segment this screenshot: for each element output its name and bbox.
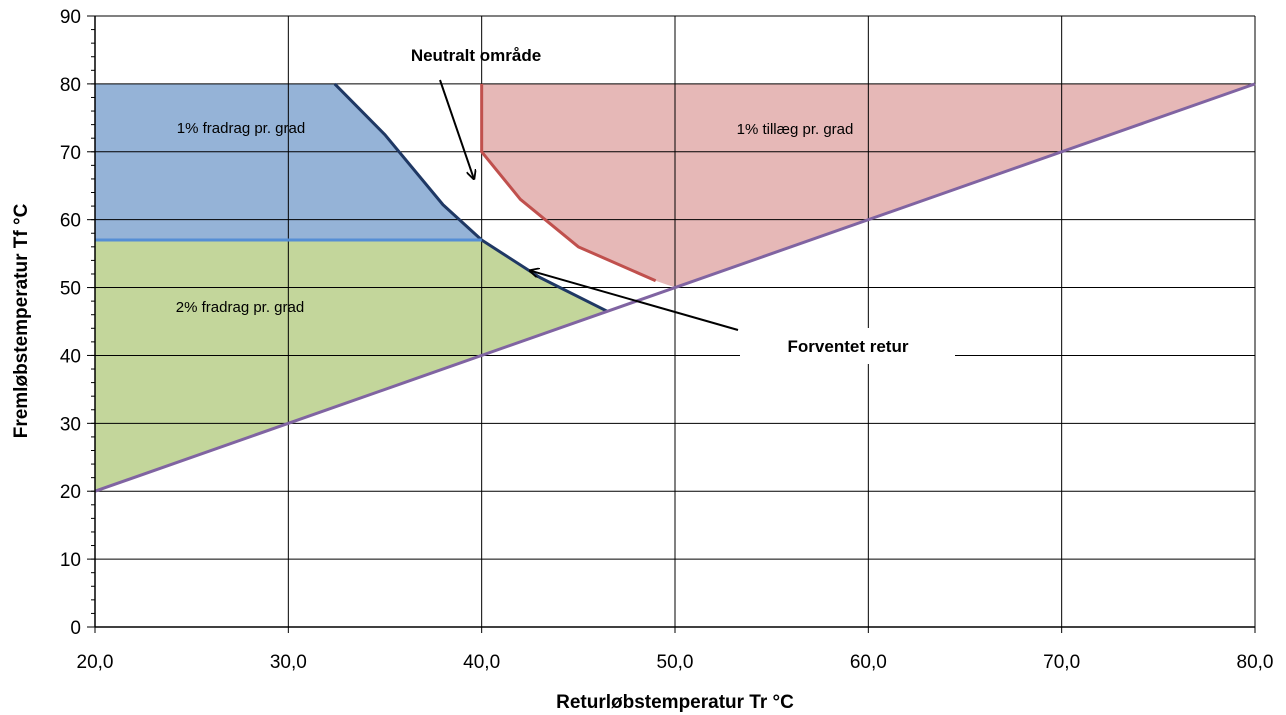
y-tick-label: 70	[60, 143, 81, 164]
x-tick-label: 70,0	[1043, 652, 1080, 673]
annotation-forventet-retur: Forventet retur	[788, 337, 909, 356]
series-line-2	[480, 83, 657, 283]
x-tick-label: 20,0	[77, 652, 114, 673]
annotation-box-forventet-retur	[740, 328, 955, 364]
x-tick-label: 50,0	[657, 652, 694, 673]
x-tick-label: 80,0	[1237, 652, 1274, 673]
annotation-arrow-forventet-retur	[530, 271, 739, 331]
x-axis-title: Returløbstemperatur Tr °C	[556, 692, 794, 713]
x-tick-label: 40,0	[463, 652, 500, 673]
region-labels: 1% fradrag pr. grad 2% fradrag pr. grad …	[176, 120, 854, 316]
region-label-2pct-fradrag: 2% fradrag pr. grad	[176, 299, 304, 316]
gridlines	[94, 15, 1256, 628]
y-tick-label: 50	[60, 279, 81, 300]
y-axis-title: Fremløbstemperatur Tf °C	[11, 203, 32, 438]
y-tick-label: 60	[60, 211, 81, 232]
series-line-0	[333, 82, 609, 313]
annotations: Neutralt område Forventet retur	[411, 46, 955, 364]
y-tick-label: 10	[60, 550, 81, 571]
region-1	[95, 240, 608, 492]
annotation-neutralt-omraade: Neutralt område	[411, 46, 541, 65]
region-label-1pct-tillaeg: 1% tillæg pr. grad	[737, 121, 854, 138]
annotation-arrow-neutral	[439, 79, 474, 179]
x-tick-label: 60,0	[850, 652, 887, 673]
series-lines	[94, 82, 1256, 493]
series-line-3	[94, 82, 1256, 493]
y-tick-label: 30	[60, 414, 81, 435]
y-tick-label: 80	[60, 75, 81, 96]
axes	[87, 15, 1256, 633]
x-tick-label: 30,0	[270, 652, 307, 673]
y-tick-label: 90	[60, 7, 81, 28]
y-tick-label: 40	[60, 346, 81, 367]
y-tick-label: 0	[70, 618, 81, 639]
region-label-1pct-fradrag: 1% fradrag pr. grad	[177, 120, 305, 137]
tick-labels: 0 10 20 30 40 50 60 70 80 90 20,0 30,0 40,0 50,0 60,0 7…	[60, 7, 1274, 673]
y-tick-label: 20	[60, 482, 81, 503]
